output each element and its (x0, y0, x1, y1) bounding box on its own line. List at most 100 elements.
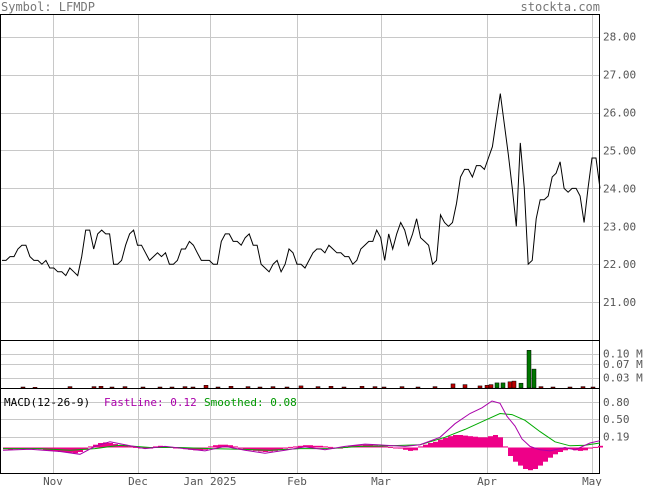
macd-hist-bar (483, 437, 488, 448)
x-axis-label: Nov (43, 475, 63, 486)
volume-bar (109, 386, 115, 389)
macd-hist-bar (448, 436, 453, 448)
macd-hist-bar (248, 447, 253, 451)
macd-hist-bar (453, 435, 458, 448)
macd-hist-bar (308, 445, 313, 448)
price-tick-label: 23.00 (603, 220, 636, 233)
volume-bar (359, 386, 365, 389)
volume-bars (20, 350, 596, 389)
volume-bar (372, 386, 378, 389)
macd-hist-bar (598, 445, 603, 448)
macd-hist-bar (293, 446, 298, 448)
macd-fast-line (2, 400, 601, 455)
macd-hist-bar (548, 447, 553, 458)
price-tick-label: 21.00 (603, 296, 636, 309)
macd-hist-bar (193, 447, 198, 451)
x-axis-label: Dec (128, 475, 148, 486)
macd-hist-bar (23, 447, 28, 449)
macd-hist-bar (463, 435, 468, 448)
macd-hist-bar (388, 446, 393, 448)
volume-bar (284, 386, 290, 389)
macd-smoothed-label: Smoothed: 0.08 (204, 396, 297, 409)
x-axis-label: May (582, 475, 602, 486)
volume-bar (484, 385, 490, 389)
volume-bar (507, 381, 513, 389)
macd-hist-bar (528, 447, 533, 471)
macd-hist-bar (423, 444, 428, 448)
volume-bar (550, 386, 556, 389)
x-axis-label: Feb (287, 475, 307, 486)
macd-hist-bar (383, 446, 388, 448)
macd-hist-bar (508, 447, 513, 456)
macd-hist-bar (303, 445, 308, 448)
grid-lines (0, 14, 600, 473)
y-tick-labels: 28.00 27.00 26.00 25.00 24.00 23.00 22.00 21.00… (603, 31, 643, 444)
macd-hist-bar (33, 447, 38, 449)
volume-bar (341, 386, 347, 389)
macd-hist-bar (208, 446, 213, 448)
site-label[interactable]: stockta.com (520, 0, 600, 14)
macd-hist-bar (538, 447, 543, 466)
macd-hist-bar (413, 447, 418, 451)
macd-hist-bar (393, 447, 398, 449)
macd-hist-bar (118, 445, 123, 448)
macd-hist-bar (398, 447, 403, 449)
volume-bar (450, 383, 456, 389)
volume-bar (462, 384, 468, 389)
macd-hist-bar (493, 435, 498, 448)
macd-hist-bar (133, 446, 138, 448)
price-panel-frame (0, 14, 600, 341)
macd-tick-label: 0.50 (603, 413, 630, 426)
macd-hist-bar (98, 443, 103, 448)
macd-hist-bar (518, 447, 523, 466)
macd-hist-bar (228, 445, 233, 448)
volume-bar (432, 386, 438, 389)
macd-hist-bar (498, 437, 503, 448)
macd-hist-bar (523, 447, 528, 469)
macd-hist-bar (418, 446, 423, 448)
macd-hist-bar (83, 447, 88, 450)
macd-hist-bar (428, 443, 433, 448)
macd-hist-bar (218, 444, 223, 448)
volume-bar (511, 380, 517, 389)
macd-hist-bar (583, 447, 588, 451)
symbol-label: Symbol: LFMDP (1, 0, 95, 14)
volume-bar (415, 386, 421, 389)
macd-hist-bar (468, 436, 473, 448)
macd-hist-bar (273, 447, 278, 451)
volume-bar (270, 386, 276, 389)
volume-bar (140, 386, 146, 389)
volume-bar (494, 382, 500, 389)
volume-bar (98, 386, 104, 389)
macd-hist-bar (88, 446, 93, 448)
price-tick-label: 27.00 (603, 69, 636, 82)
macd-hist-bar (298, 445, 303, 448)
x-axis-label: Mar (371, 475, 391, 486)
price-tick-label: 28.00 (603, 31, 636, 44)
volume-bar (399, 386, 405, 389)
x-axis-label: Apr (477, 475, 497, 486)
price-tick-label: 26.00 (603, 107, 636, 120)
macd-hist-bar (378, 445, 383, 448)
macd-hist-bar (458, 435, 463, 448)
macd-hist-bar (253, 447, 258, 451)
volume-bar (182, 386, 188, 389)
macd-hist-bar (18, 447, 23, 449)
volume-bar (257, 386, 263, 389)
macd-hist-bar (323, 446, 328, 448)
volume-bar (526, 350, 532, 389)
macd-hist-bar (328, 446, 333, 448)
volume-bar (203, 385, 209, 389)
volume-bar (500, 382, 506, 389)
volume-bar (298, 385, 304, 389)
macd-hist-bar (123, 445, 128, 448)
macd-hist-bar (503, 446, 508, 448)
volume-bar (67, 386, 73, 389)
macd-hist-bar (238, 447, 243, 449)
macd-hist-bar (318, 445, 323, 448)
macd-hist-bar (513, 447, 518, 462)
volume-bar (328, 386, 334, 389)
macd-hist-bar (213, 445, 218, 448)
